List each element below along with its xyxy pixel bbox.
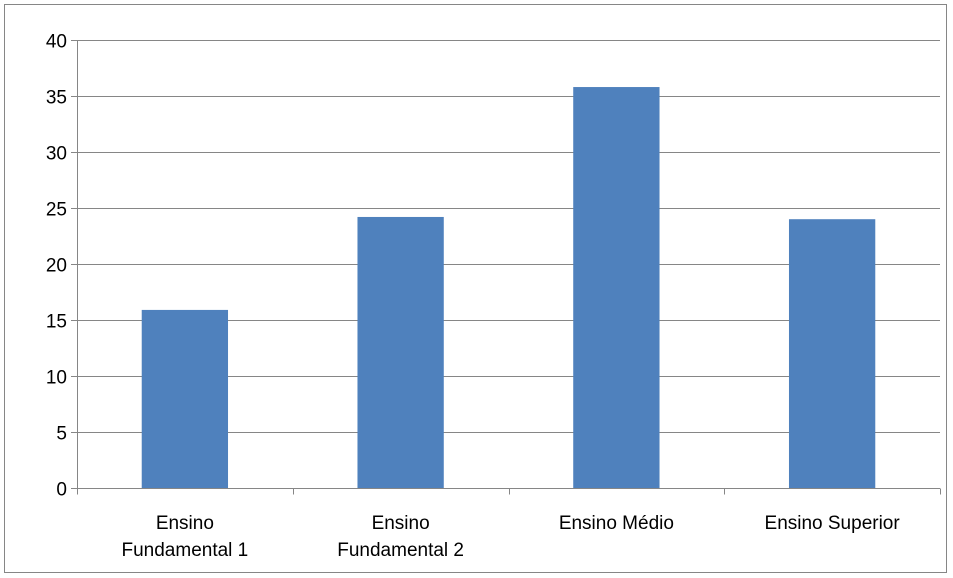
y-tick-label: 25	[46, 200, 67, 221]
y-tick-label: 0	[56, 480, 67, 501]
y-tick-label: 40	[46, 32, 67, 53]
y-tick-label: 15	[46, 312, 67, 333]
bar	[141, 309, 229, 488]
axes	[71, 40, 941, 495]
y-tick-label: 20	[46, 256, 67, 277]
x-category-label: Ensino Superior	[765, 513, 901, 534]
bar	[788, 219, 876, 488]
y-tick-label: 5	[56, 424, 67, 445]
bar	[573, 87, 660, 488]
y-axis-tick-labels: 0 5 10 15 20 25 30 35 40	[46, 32, 67, 501]
x-category-label: Ensino Médio	[559, 513, 674, 534]
y-tick-label: 10	[46, 368, 67, 389]
bars	[141, 87, 876, 488]
y-tick-label: 35	[46, 88, 67, 109]
x-category-label: Ensino Fundamental 2	[337, 513, 464, 561]
y-tick-label: 30	[46, 144, 67, 165]
x-category-label: Ensino Fundamental 1	[122, 513, 249, 561]
x-category-label-line: Ensino Superior	[765, 513, 901, 534]
bar	[357, 216, 444, 488]
x-category-label-line: Ensino Médio	[559, 513, 674, 534]
x-category-label-line: Fundamental 2	[337, 540, 464, 561]
x-category-label-line: Ensino	[372, 513, 430, 534]
x-category-label-line: Fundamental 1	[122, 540, 249, 561]
x-category-label-line: Ensino	[156, 513, 214, 534]
